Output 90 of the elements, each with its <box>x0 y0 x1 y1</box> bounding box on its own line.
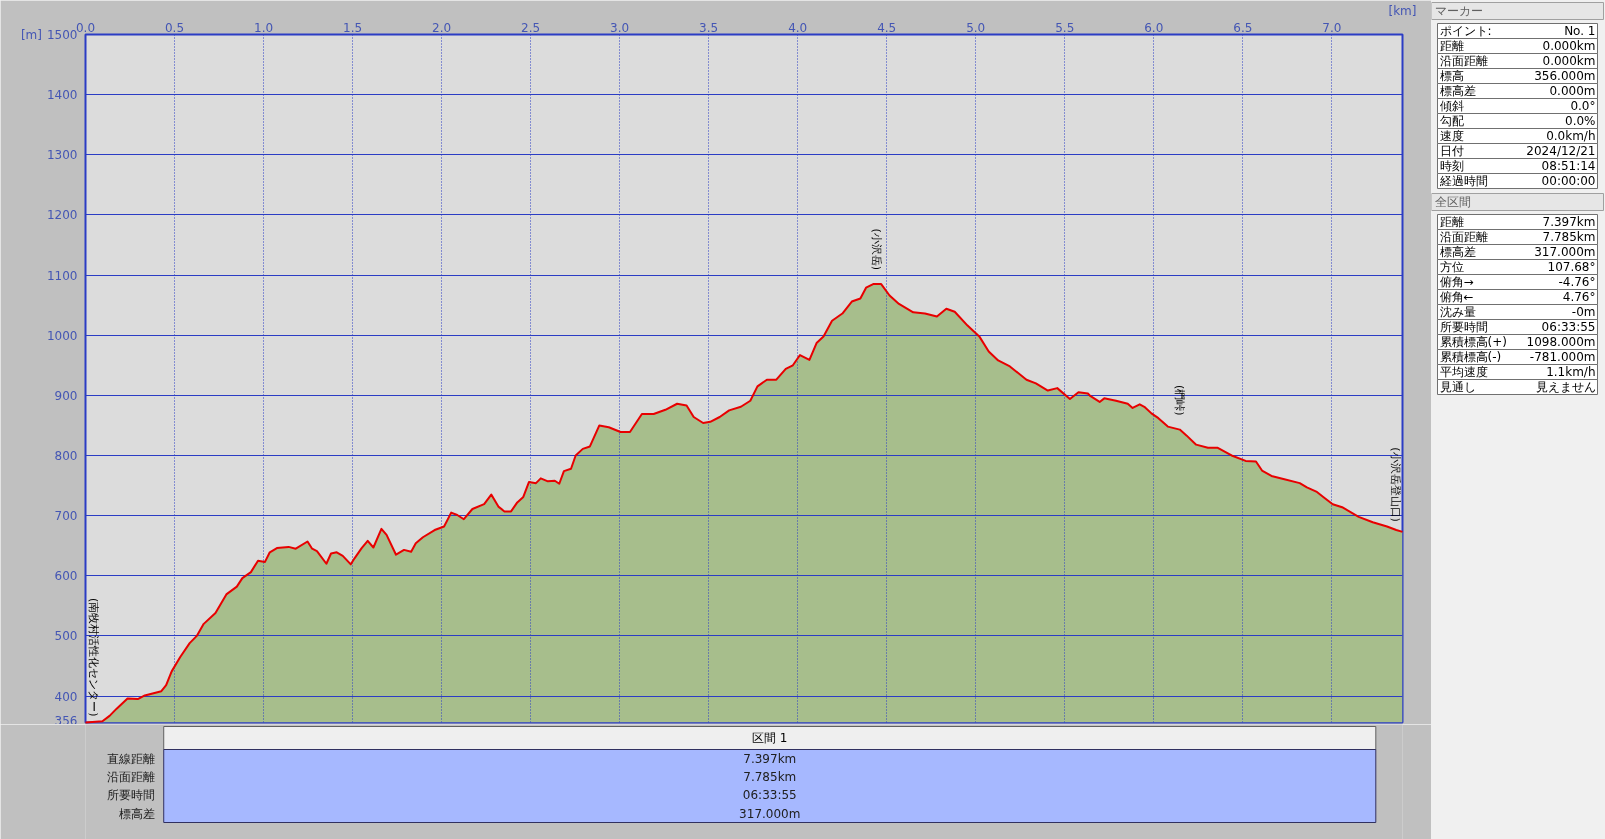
y-tick-label: 356 <box>54 713 78 728</box>
text: 経過時間 <box>1438 174 1488 188</box>
x-tick-label: 0.5 <box>164 20 185 35</box>
text: 08:51:14 <box>1541 159 1596 173</box>
text: 速度 <box>1439 129 1464 143</box>
y-tick-label: 900 <box>54 388 78 403</box>
annotation: (小沢岳) <box>869 228 883 271</box>
text: 0.0km/h <box>1546 129 1596 143</box>
text: 時刻 <box>1439 159 1464 173</box>
text: 7.785km <box>743 770 797 785</box>
text: ポイント: <box>1439 24 1492 38</box>
y-tick-label: 1500 <box>46 28 78 42</box>
y-tick-label: 600 <box>54 569 78 584</box>
x-tick-label: 2.0 <box>432 20 452 35</box>
y-tick-label: 500 <box>54 629 78 644</box>
text: 356.000m <box>1534 69 1596 83</box>
y-tick-label: 700 <box>54 509 78 524</box>
text: 標高差 <box>1439 84 1476 98</box>
x-tick-label: 2.5 <box>521 20 541 35</box>
text: 107.68° <box>1547 260 1596 274</box>
text: 見えません <box>1535 380 1596 394</box>
text: 距離 <box>1439 215 1464 229</box>
text: 7.397km <box>743 752 797 766</box>
text: 06:33:55 <box>742 788 797 803</box>
text: 所要時間 <box>106 788 155 803</box>
text: 俯角→ <box>1439 275 1474 289</box>
x-tick-label: 5.5 <box>1055 20 1075 35</box>
text: 沿面距離 <box>1439 230 1488 244</box>
text: 0.000km <box>1542 54 1596 68</box>
text: 06:33:55 <box>1541 320 1596 334</box>
text: 見通し <box>1439 380 1476 394</box>
y-tick-label: 1000 <box>46 328 78 343</box>
text: 累積標高(+) <box>1439 335 1507 349</box>
text: 沿面距離 <box>106 770 155 785</box>
text: 1.1km/h <box>1546 365 1596 379</box>
x-axis-title: [km] <box>1388 3 1417 18</box>
text: -4.76° <box>1558 275 1596 289</box>
x-tick-label: 4.0 <box>788 20 808 35</box>
x-tick-label: 3.0 <box>610 20 630 35</box>
text: 4.76° <box>1562 290 1596 304</box>
y-tick-label: 400 <box>54 689 78 704</box>
annotation: (小沢岳登山口) <box>1388 447 1402 522</box>
x-tick-label: 5.0 <box>966 20 986 35</box>
x-tick-label: 6.5 <box>1233 20 1253 35</box>
text: No. 1 <box>1564 24 1596 38</box>
y-tick-label: 1400 <box>46 88 78 103</box>
text: 00:00:00 <box>1541 174 1596 188</box>
text: 0.0% <box>1565 114 1596 128</box>
text: 沈み量 <box>1439 305 1476 319</box>
text: マーカー <box>1434 4 1483 18</box>
y-axis-title: [m] <box>20 27 42 42</box>
text: 俯角← <box>1439 290 1474 304</box>
text: 傾斜 <box>1439 99 1464 113</box>
x-tick-label: 7.0 <box>1322 20 1342 35</box>
y-tick-label: 1200 <box>46 208 78 223</box>
text: 2024/12/21 <box>1526 144 1596 158</box>
text: 標高差 <box>118 806 155 821</box>
text: 沿面距離 <box>1439 54 1488 68</box>
annotation: (南牧村活性化センター) <box>86 597 100 717</box>
text: 所要時間 <box>1439 320 1488 334</box>
text: 0.0° <box>1570 99 1596 113</box>
text: 累積標高(-) <box>1439 350 1502 364</box>
y-tick-label: 800 <box>54 448 78 463</box>
text: 標高 <box>1439 69 1464 83</box>
text: 1098.000m <box>1526 335 1596 349</box>
text: 距離 <box>1439 39 1464 53</box>
text: 標高差 <box>1439 245 1476 259</box>
x-tick-label: 1.5 <box>343 20 363 35</box>
text: 直線距離 <box>106 752 155 766</box>
x-tick-label: 4.5 <box>877 20 897 35</box>
x-tick-label: 6.0 <box>1144 20 1164 35</box>
text: 日付 <box>1439 144 1464 158</box>
text: 勾配 <box>1439 114 1464 128</box>
y-tick-label: 1300 <box>46 148 78 163</box>
text: 0.000m <box>1549 84 1596 98</box>
text: 全区間 <box>1434 195 1471 209</box>
x-tick-label: 3.5 <box>699 20 719 35</box>
text: -781.000m <box>1529 350 1596 364</box>
text: 平均速度 <box>1439 365 1488 379</box>
text: 区間 1 <box>752 731 788 745</box>
text: -0m <box>1571 305 1596 319</box>
text: 方位 <box>1439 260 1464 274</box>
y-tick-label: 1100 <box>46 268 78 283</box>
x-tick-label: 1.0 <box>254 20 274 35</box>
text: 7.397km <box>1542 215 1596 229</box>
text: 317.000m <box>739 806 801 821</box>
annotation: (椚峠) <box>1173 385 1187 416</box>
text: 7.785km <box>1542 230 1596 244</box>
text: 0.000km <box>1542 39 1596 53</box>
text: 317.000m <box>1534 245 1596 259</box>
